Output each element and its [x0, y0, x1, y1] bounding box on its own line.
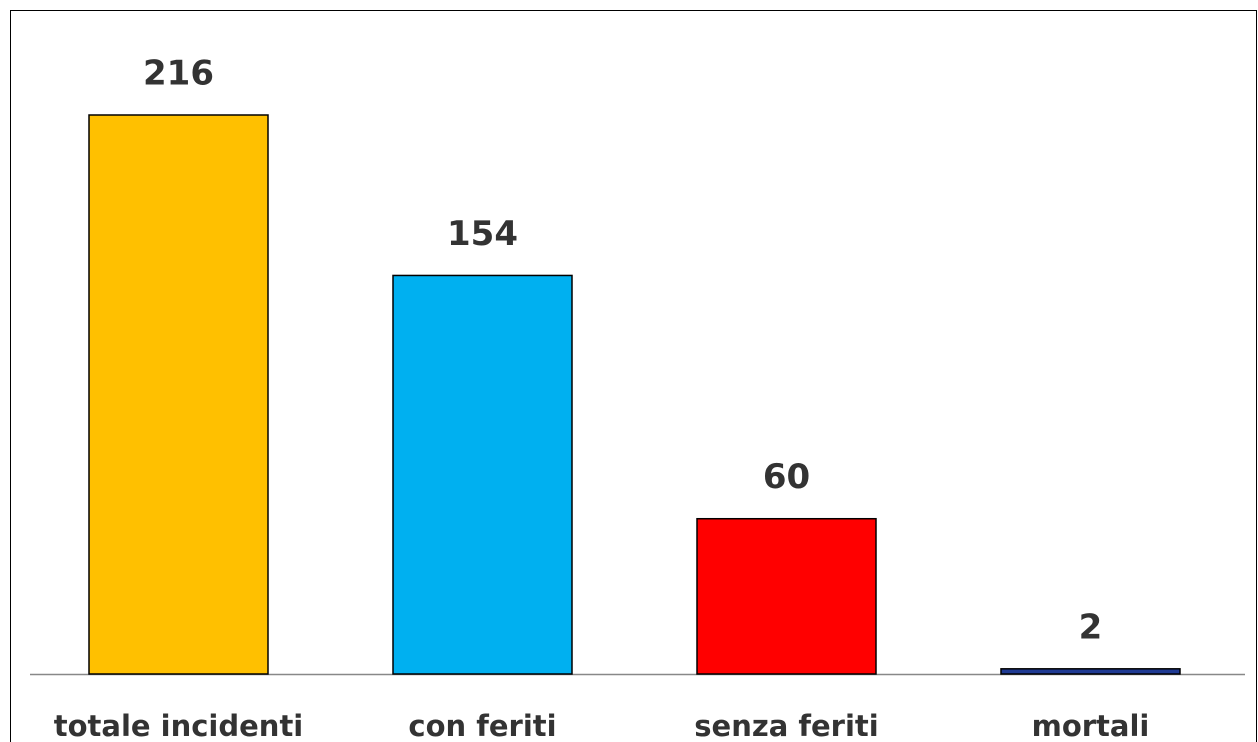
- bar: [1000, 668, 1181, 675]
- x-tick-label: senza feriti: [694, 709, 878, 742]
- x-tick-label: totale incidenti: [54, 709, 304, 742]
- value-label: 154: [447, 214, 518, 254]
- x-tick-label: mortali: [1032, 709, 1150, 742]
- bar: [392, 274, 573, 675]
- value-label: 60: [763, 457, 810, 497]
- value-label: 2: [1079, 607, 1103, 647]
- x-tick-label: con feriti: [408, 709, 556, 742]
- value-label: 216: [143, 54, 214, 94]
- bar: [696, 517, 877, 675]
- bar: [88, 114, 269, 675]
